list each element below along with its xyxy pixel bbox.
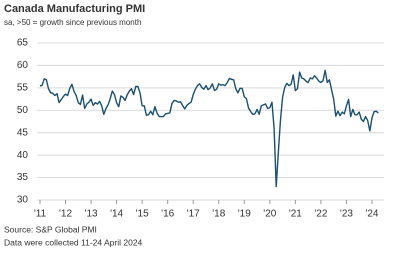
y-tick-label: 55 — [17, 82, 29, 93]
y-tick-label: 40 — [17, 150, 29, 161]
y-tick-label: 30 — [17, 195, 29, 206]
x-tick-label: '17 — [187, 209, 200, 220]
y-tick-label: 35 — [17, 172, 29, 183]
chart-title: Canada Manufacturing PMI — [4, 3, 145, 15]
x-tick-label: '22 — [314, 209, 327, 220]
x-tick-label: '24 — [365, 209, 378, 220]
y-tick-label: 45 — [17, 127, 29, 138]
x-tick-label: '21 — [289, 209, 302, 220]
x-tick-label: '19 — [238, 209, 251, 220]
x-tick-label: '16 — [161, 209, 174, 220]
x-tick-label: '14 — [110, 209, 123, 220]
x-tick-label: '20 — [263, 209, 276, 220]
x-tick-label: '11 — [34, 209, 47, 220]
y-tick-label: 50 — [17, 105, 29, 116]
chart-subtitle: sa, >50 = growth since previous month — [4, 18, 141, 27]
x-tick-label: '18 — [212, 209, 225, 220]
y-tick-label: 60 — [17, 60, 29, 71]
y-tick-label: 65 — [17, 38, 29, 49]
note: Data were collected 11-24 April 2024 — [4, 237, 143, 247]
source: Source: S&P Global PMI — [4, 224, 97, 234]
x-tick-label: '13 — [85, 209, 98, 220]
line — [39, 69, 379, 188]
x-tick-label: '23 — [340, 209, 353, 220]
x-tick-label: '15 — [136, 209, 149, 220]
x-tick-label: '12 — [59, 209, 72, 220]
